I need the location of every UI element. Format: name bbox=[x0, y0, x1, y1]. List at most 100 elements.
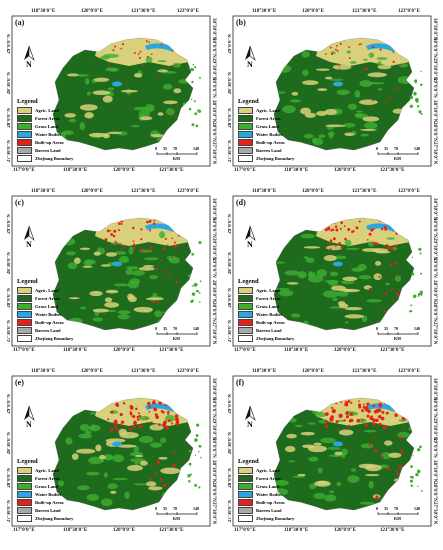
left-latitude-tick: 29°0'0"N bbox=[228, 214, 233, 234]
top-longitude-tick: 121°30'0"E bbox=[352, 369, 377, 374]
legend-swatch bbox=[238, 498, 253, 506]
left-latitude-tick: 28°30'0"N bbox=[228, 432, 233, 455]
legend-item: Forest Areas bbox=[238, 474, 294, 482]
north-arrow-icon bbox=[245, 225, 256, 241]
north-arrow-icon bbox=[245, 45, 256, 61]
right-latitude-tick: 27°30'0"N bbox=[432, 502, 437, 525]
legend-title: Legend bbox=[17, 98, 38, 105]
scale-tick: 140 bbox=[193, 326, 199, 331]
legend-label: Agric. Land bbox=[256, 467, 280, 473]
legend-swatch bbox=[238, 106, 253, 114]
legend: Legend Agric. Land Forest Areas Grass Land W… bbox=[17, 458, 73, 522]
right-latitude-tick: 29°30'0"N bbox=[211, 58, 216, 81]
legend-label: Built-up Areas bbox=[256, 499, 285, 505]
left-latitude-tick: 28°0'0"N bbox=[7, 288, 12, 308]
legend-swatch bbox=[238, 146, 253, 154]
legend-title: Legend bbox=[17, 458, 38, 465]
legend-label: Built-up Areas bbox=[256, 319, 285, 325]
right-latitude-tick: 30°0'0"N bbox=[211, 38, 216, 58]
top-longitude-tick: 123°0'0"E bbox=[398, 9, 420, 14]
scale-tick: 0 bbox=[376, 326, 378, 331]
legend-swatch bbox=[238, 114, 253, 122]
top-longitude-tick: 120°0'0"E bbox=[302, 189, 324, 194]
scale-tick: 70 bbox=[173, 146, 177, 151]
legend-swatch bbox=[17, 514, 32, 522]
scale-unit: KM bbox=[394, 336, 401, 341]
legend: Legend Agric. Land Forest Areas Grass Land W… bbox=[17, 98, 73, 162]
left-latitude-tick: 28°30'0"N bbox=[228, 72, 233, 95]
legend-item: Water Bodies bbox=[238, 130, 294, 138]
scale-tick: 140 bbox=[193, 506, 199, 511]
top-longitude-tick: 120°0'0"E bbox=[302, 9, 324, 14]
legend-item: Built-up Areas bbox=[238, 498, 294, 506]
scale-unit: KM bbox=[394, 516, 401, 521]
left-latitude-tick: 29°0'0"N bbox=[7, 214, 12, 234]
right-latitude-tick: 27°30'0"N bbox=[211, 322, 216, 345]
legend-item: Forest Areas bbox=[238, 114, 294, 122]
legend-swatch bbox=[17, 318, 32, 326]
right-latitude-tick: 28°0'0"N bbox=[211, 482, 216, 502]
scale-tick: 0 bbox=[155, 326, 157, 331]
top-longitude-tick: 118°30'0"E bbox=[252, 369, 277, 374]
legend-swatch bbox=[238, 506, 253, 514]
right-latitude-tick: 30°30'0"N bbox=[432, 378, 437, 401]
legend-item: Agric. Land bbox=[238, 106, 294, 114]
legend-label: Forest Areas bbox=[35, 475, 60, 481]
legend-label: Water Bodies bbox=[35, 131, 62, 137]
legend-swatch bbox=[17, 474, 32, 482]
legend-item: Water Bodies bbox=[17, 130, 73, 138]
legend-swatch bbox=[17, 138, 32, 146]
legend-swatch bbox=[238, 130, 253, 138]
legend-swatch bbox=[238, 514, 253, 522]
scale-tick: 140 bbox=[414, 326, 420, 331]
map-panel: (f) 118°30'0"E 120°0'0"E 121°30'0"E 123°0'0"… bbox=[228, 368, 438, 538]
left-latitude-tick: 27°30'0"N bbox=[7, 500, 12, 523]
legend-label: Water Bodies bbox=[256, 311, 283, 317]
legend-swatch bbox=[238, 474, 253, 482]
legend-item: Forest Areas bbox=[238, 294, 294, 302]
legend-label: Forest Areas bbox=[256, 295, 281, 301]
north-label: N bbox=[247, 240, 253, 249]
north-label: N bbox=[26, 420, 32, 429]
scale-tick: 35 bbox=[163, 506, 167, 511]
top-longitude-tick: 123°0'0"E bbox=[177, 369, 199, 374]
bottom-longitude-tick: 120°0'0"E bbox=[113, 528, 135, 533]
legend-item: Grass Land bbox=[238, 302, 294, 310]
panel-label: (f) bbox=[236, 378, 244, 387]
legend-item: Agric. Land bbox=[238, 286, 294, 294]
scale-bar bbox=[156, 152, 198, 155]
legend-label: Zhejiang Boundary bbox=[256, 515, 295, 521]
legend-item: Zhejiang Boundary bbox=[17, 154, 73, 162]
bottom-longitude-tick: 120°0'0"E bbox=[334, 528, 356, 533]
scale-unit: KM bbox=[394, 156, 401, 161]
scale-tick: 0 bbox=[376, 146, 378, 151]
map-canvas bbox=[232, 375, 432, 527]
legend-item: Forest Areas bbox=[17, 294, 73, 302]
legend-item: Barren Land bbox=[17, 146, 73, 154]
right-latitude-tick: 29°30'0"N bbox=[211, 418, 216, 441]
scale-tick: 70 bbox=[173, 506, 177, 511]
map-canvas bbox=[232, 195, 432, 347]
legend-label: Built-up Areas bbox=[35, 319, 64, 325]
top-longitude-tick: 121°30'0"E bbox=[131, 9, 156, 14]
map-canvas bbox=[11, 375, 211, 527]
top-longitude-tick: 118°30'0"E bbox=[252, 9, 277, 14]
legend-swatch bbox=[17, 130, 32, 138]
legend-item: Agric. Land bbox=[17, 286, 73, 294]
legend-swatch bbox=[238, 138, 253, 146]
legend-label: Barren Land bbox=[35, 147, 61, 153]
legend-label: Forest Areas bbox=[35, 115, 60, 121]
right-latitude-tick: 30°30'0"N bbox=[211, 198, 216, 221]
bottom-longitude-tick: 120°0'0"E bbox=[113, 348, 135, 353]
legend-item: Built-up Areas bbox=[238, 318, 294, 326]
legend: Legend Agric. Land Forest Areas Grass Land W… bbox=[238, 458, 294, 522]
legend-label: Barren Land bbox=[256, 507, 282, 513]
legend-label: Built-up Areas bbox=[35, 139, 64, 145]
bottom-longitude-tick: 118°30'0"E bbox=[63, 528, 88, 533]
left-latitude-tick: 28°0'0"N bbox=[228, 288, 233, 308]
legend-item: Water Bodies bbox=[17, 490, 73, 498]
legend-item: Zhejiang Boundary bbox=[238, 514, 294, 522]
legend-label: Grass Land bbox=[35, 483, 59, 489]
map-panel: (a) 118°30'0"E 120°0'0"E 121°30'0"E 123°0'0"… bbox=[7, 8, 217, 178]
right-latitude-tick: 28°0'0"N bbox=[432, 302, 437, 322]
